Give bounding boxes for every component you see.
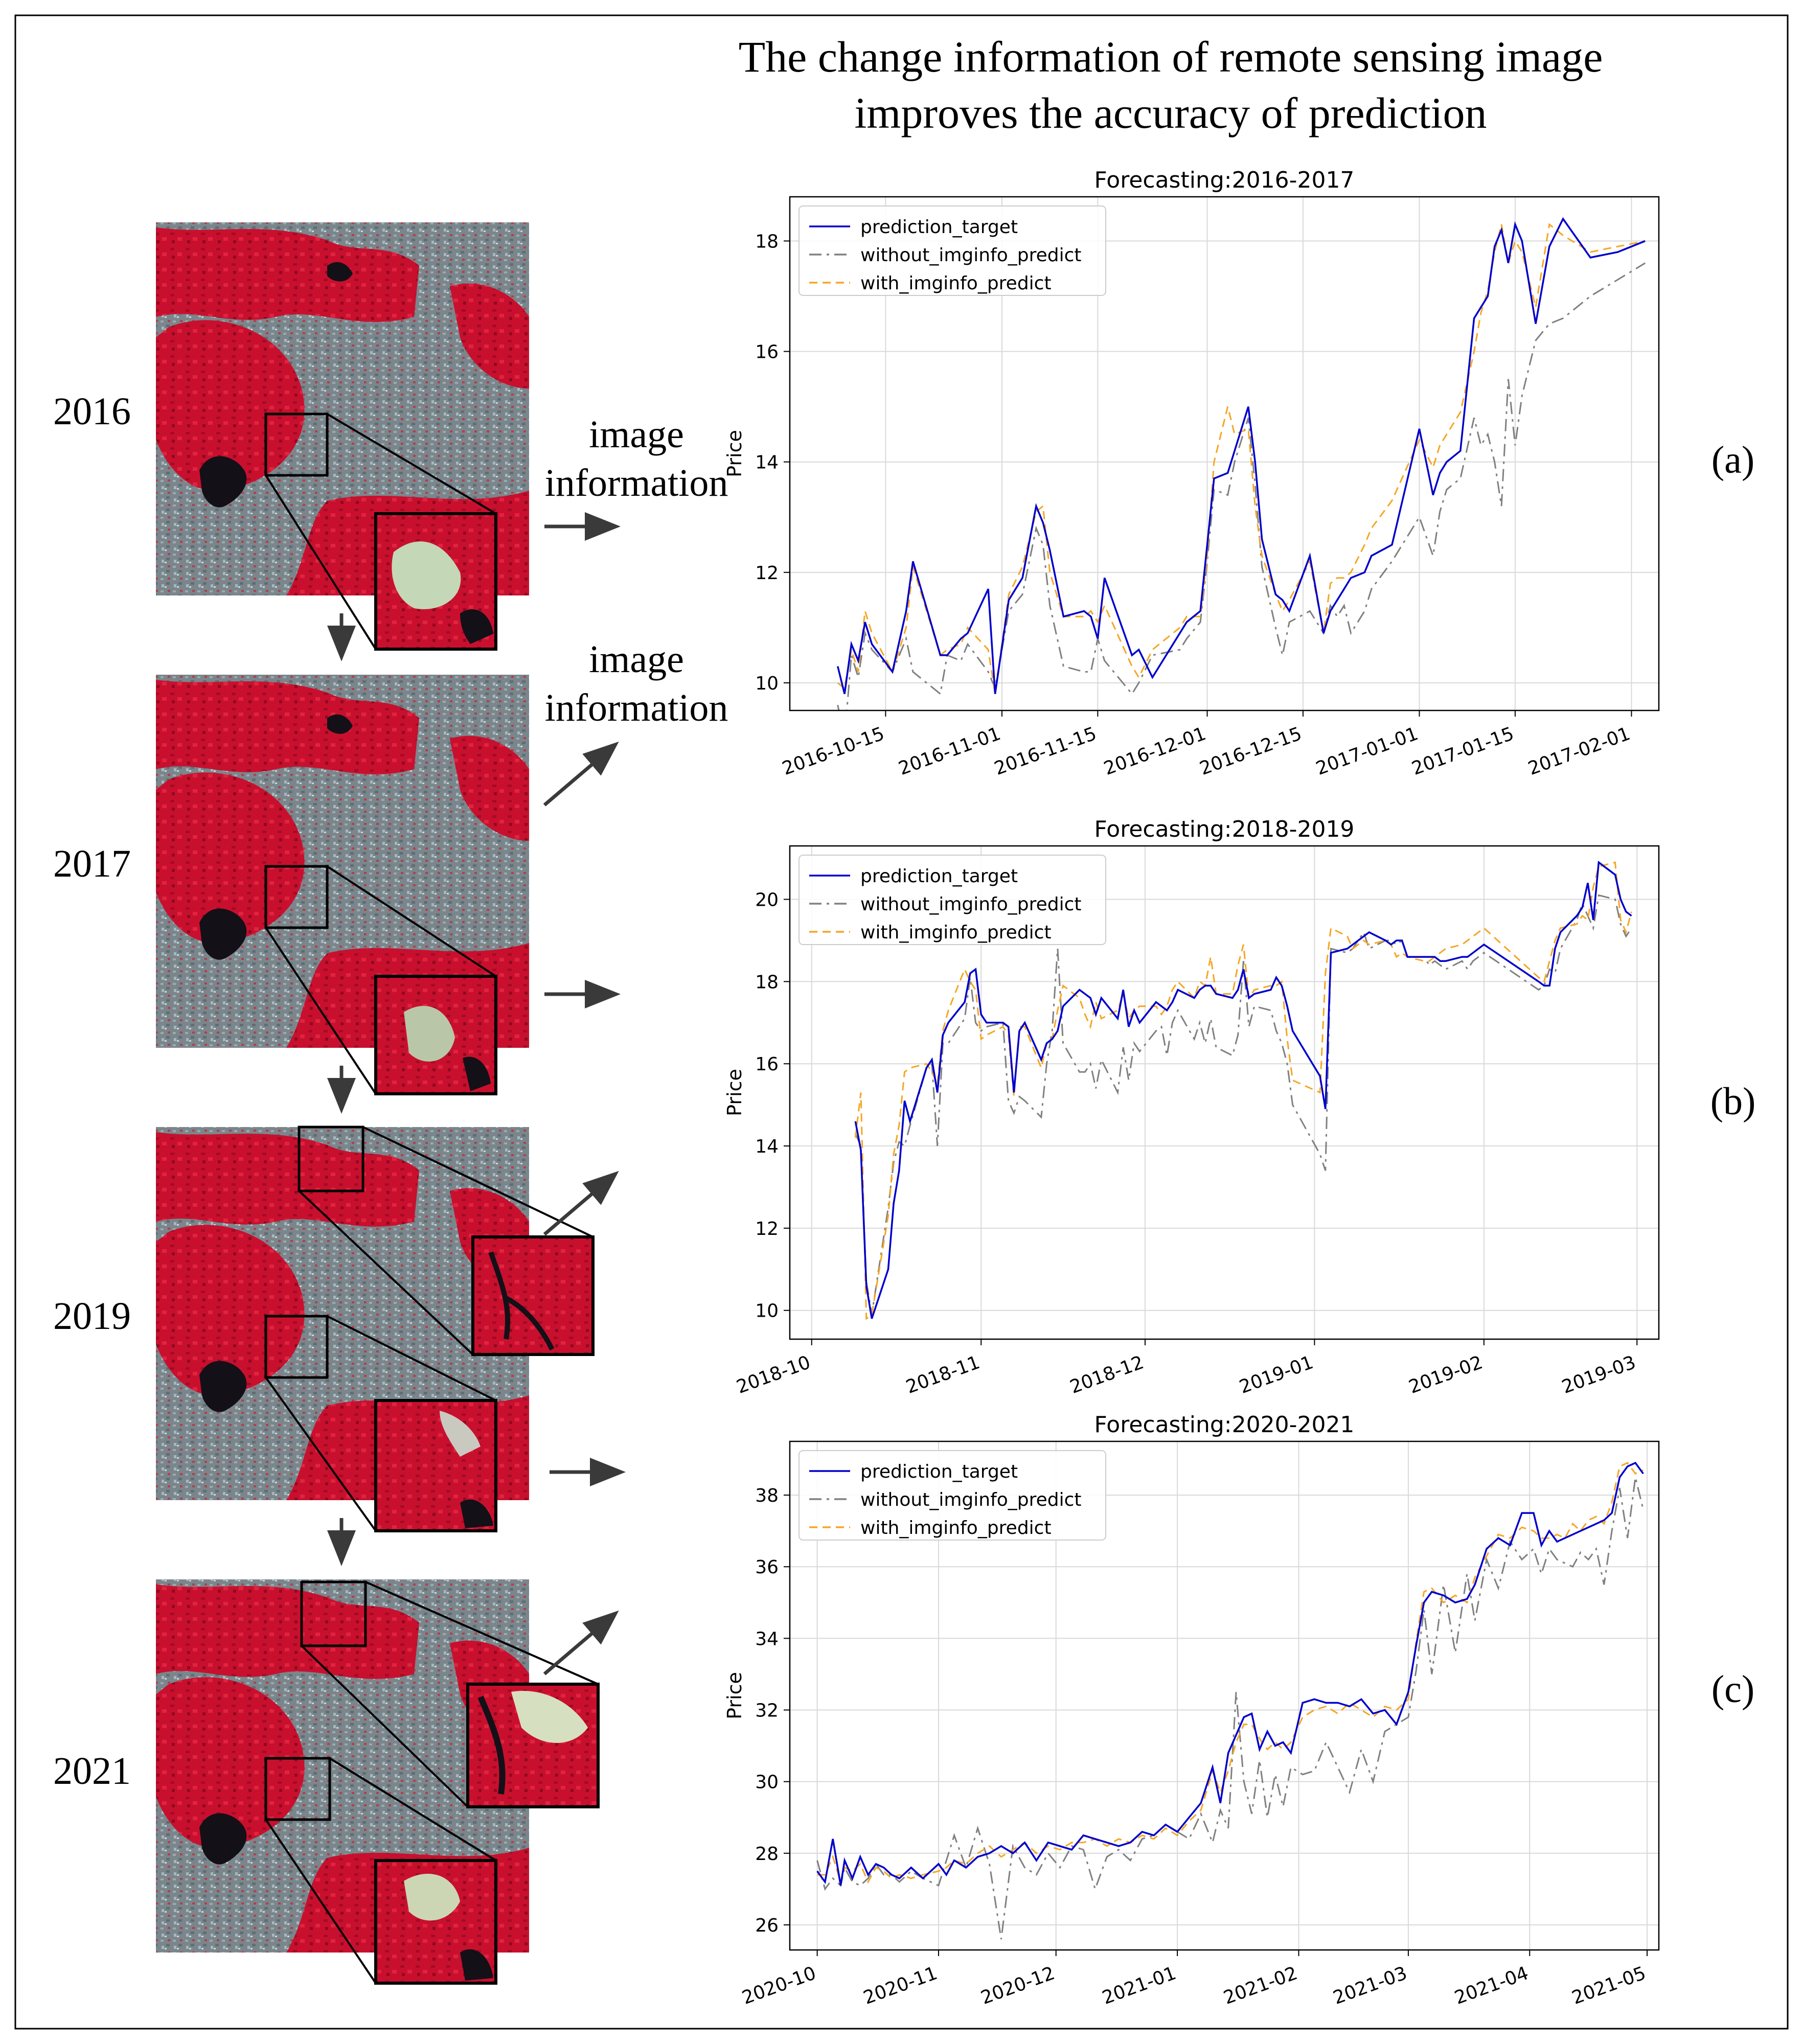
panel-label-a: (a) (1711, 439, 1754, 481)
image-info-label-2a: image (589, 638, 684, 681)
y-tick-label: 16 (755, 1054, 779, 1075)
x-tick-label: 2018-11 (903, 1352, 983, 1398)
series-line-prediction_target (854, 860, 1632, 1319)
legend-label: with_imginfo_predict (860, 1518, 1052, 1538)
image-info-label-1b: information (545, 462, 728, 504)
series-line-with_imginfo_predict (854, 861, 1632, 1320)
chart-title: Forecasting:2016-2017 (1094, 167, 1355, 193)
x-tick-label: 2021-03 (1331, 1963, 1410, 2009)
y-axis-label: Price (723, 1069, 746, 1116)
legend-label: without_imginfo_predict (860, 245, 1082, 266)
legend-label: without_imginfo_predict (860, 894, 1082, 915)
plot-frame (789, 845, 1660, 1340)
x-tick-label: 2017-01-15 (1409, 723, 1517, 779)
x-tick-label: 2020-12 (978, 1963, 1057, 2009)
x-tick-label: 2016-12-15 (1197, 723, 1305, 779)
year-label-2017: 2017 (53, 842, 131, 885)
y-tick-label: 30 (755, 1772, 779, 1793)
legend-box (798, 1450, 1106, 1541)
x-tick-label: 2018-10 (734, 1352, 813, 1398)
x-tick-label: 2016-11-01 (896, 723, 1003, 779)
chart-title: Forecasting:2018-2019 (1094, 816, 1355, 842)
panel-label-c: (c) (1711, 1668, 1754, 1711)
legend-box (798, 855, 1106, 945)
x-tick-label: 2016-10-15 (780, 723, 887, 779)
y-tick-label: 14 (755, 1136, 779, 1157)
panel-label-b: (b) (1710, 1080, 1756, 1123)
year-label-2021: 2021 (53, 1750, 131, 1793)
x-tick-label: 2019-01 (1237, 1352, 1316, 1398)
x-tick-label: 2020-10 (739, 1963, 818, 2009)
figure-title-line-1: The change information of remote sensing… (739, 32, 1603, 81)
y-tick-label: 10 (755, 1301, 779, 1322)
y-tick-label: 18 (755, 231, 779, 252)
y-tick-label: 16 (755, 342, 779, 363)
x-tick-label: 2018-12 (1067, 1352, 1147, 1398)
image-info-label-2b: information (545, 686, 728, 729)
x-tick-label: 2020-11 (861, 1963, 940, 2009)
y-tick-label: 34 (755, 1628, 779, 1649)
y-tick-label: 12 (755, 1219, 779, 1239)
y-tick-label: 10 (755, 673, 779, 694)
legend-label: with_imginfo_predict (860, 273, 1052, 294)
plot-frame (789, 196, 1660, 711)
legend-box (798, 205, 1106, 296)
x-tick-label: 2021-04 (1452, 1963, 1531, 2009)
y-tick-label: 28 (755, 1844, 779, 1865)
series-line-prediction_target (816, 1461, 1644, 1886)
y-tick-label: 12 (755, 563, 779, 584)
x-tick-label: 2019-02 (1406, 1352, 1486, 1398)
series-line-with_imginfo_predict (817, 1462, 1644, 1885)
plot-frame (789, 1440, 1660, 1951)
satellite-image-2017 (156, 675, 529, 1095)
series-line-without_imginfo_predict (816, 1477, 1644, 1940)
legend-label: with_imginfo_predict (860, 922, 1052, 943)
image-info-label-1a: image (589, 413, 684, 456)
diagonal-arrow-icon (543, 1610, 619, 1675)
y-tick-label: 32 (755, 1701, 779, 1721)
legend-label: prediction_target (860, 1461, 1018, 1482)
x-tick-label: 2017-02-01 (1525, 723, 1633, 779)
year-label-2016: 2016 (53, 390, 131, 433)
chart-forecasting-2016-2017: Forecasting:2016-2017 10 12 14 16 18 2016-10-1… (723, 167, 1660, 779)
chart-title: Forecasting:2020-2021 (1094, 1412, 1355, 1438)
diagonal-arrow-icon (543, 1170, 619, 1236)
y-tick-label: 14 (755, 452, 779, 473)
y-tick-label: 20 (755, 890, 779, 911)
x-tick-label: 2019-03 (1559, 1352, 1638, 1398)
x-tick-label: 2017-01-01 (1313, 723, 1421, 779)
series-line-with_imginfo_predict (837, 223, 1646, 694)
y-tick-label: 36 (755, 1557, 779, 1578)
chart-forecasting-2020-2021: Forecasting:2020-2021 26 28 30 32 34 36 38 2020-… (723, 1412, 1660, 2009)
satellite-image-2016 (156, 222, 529, 651)
series-line-without_imginfo_predict (854, 894, 1632, 1315)
chart-forecasting-2018-2019: Forecasting:2018-2019 10 12 14 16 18 20 2018-10… (723, 816, 1660, 1398)
series-line-prediction_target (837, 217, 1646, 695)
satellite-image-2021 (156, 1579, 600, 1985)
diagonal-arrow-icon (543, 741, 619, 807)
year-label-2019: 2019 (53, 1295, 131, 1338)
x-tick-label: 2021-02 (1221, 1963, 1300, 2009)
y-tick-label: 38 (755, 1485, 779, 1506)
series-line-without_imginfo_predict (837, 262, 1646, 710)
figure-frame (14, 14, 1789, 2030)
legend-label: without_imginfo_predict (860, 1489, 1082, 1510)
x-tick-label: 2016-12-01 (1101, 723, 1209, 779)
x-tick-label: 2016-11-15 (992, 723, 1100, 779)
x-tick-label: 2021-01 (1100, 1963, 1179, 2009)
legend-label: prediction_target (860, 866, 1018, 887)
y-tick-label: 18 (755, 972, 779, 993)
y-axis-label: Price (723, 430, 746, 477)
satellite-image-2019 (156, 1126, 595, 1532)
y-tick-label: 26 (755, 1915, 779, 1936)
legend-label: prediction_target (860, 217, 1018, 238)
x-tick-label: 2021-05 (1569, 1963, 1649, 2009)
figure-title-line-2: improves the accuracy of prediction (855, 88, 1487, 137)
y-axis-label: Price (723, 1672, 746, 1719)
